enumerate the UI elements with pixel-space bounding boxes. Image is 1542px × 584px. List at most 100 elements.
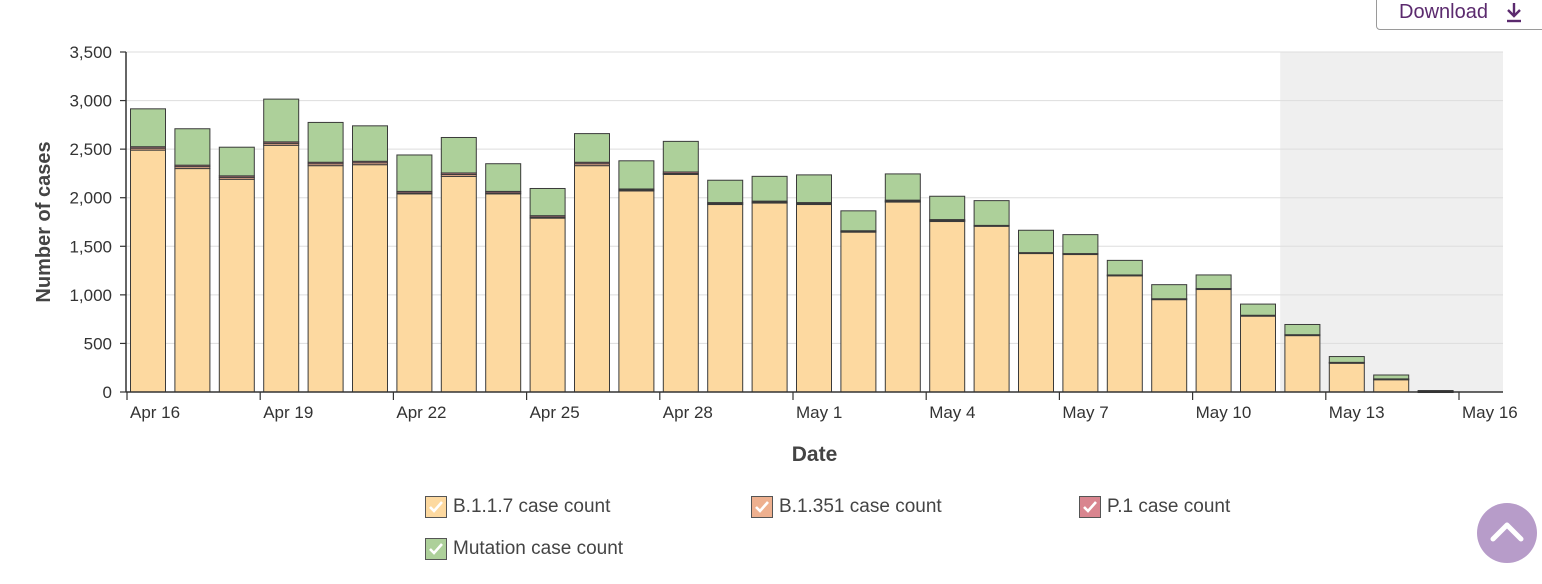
bar-b117 (1328, 362, 1365, 393)
bar-stack-apr-29 (707, 179, 744, 393)
bar-mutation (884, 173, 921, 201)
bar-b117 (1240, 315, 1276, 393)
bar-mutation (840, 210, 877, 232)
bar-stack-apr-23 (440, 136, 477, 393)
bar-mutation (618, 160, 655, 190)
bar-b117 (440, 175, 477, 393)
bar-stack-apr-22 (396, 154, 433, 393)
y-tick-label: 2,000 (69, 189, 112, 208)
bar-stack-apr-21 (352, 125, 388, 393)
x-tick-label: May 1 (796, 403, 842, 422)
x-tick-label: May 10 (1196, 403, 1252, 422)
bar-mutation (529, 187, 566, 217)
bar-b117 (529, 217, 566, 393)
bar-b117 (751, 202, 788, 393)
x-tick-label: Apr 16 (130, 403, 180, 422)
legend-item-mutation[interactable]: Mutation case count (425, 538, 623, 560)
bar-b117 (263, 144, 300, 393)
bar-b117 (1106, 274, 1143, 393)
legend-label: B.1.1.7 case count (453, 496, 611, 517)
bar-stack-may-8 (1106, 259, 1143, 393)
bar-b117 (973, 225, 1010, 393)
legend-label: Mutation case count (453, 538, 624, 559)
y-tick-label: 3,500 (69, 43, 112, 62)
bar-mutation (1151, 284, 1188, 300)
bar-b117 (1195, 288, 1232, 393)
bar-mutation (396, 154, 433, 192)
bar-b117 (1151, 298, 1188, 393)
bar-stack-may-6 (1018, 229, 1054, 393)
bar-stack-apr-26 (574, 133, 610, 393)
legend-check-icon (1079, 496, 1101, 518)
download-label: Download (1399, 0, 1488, 23)
bar-stack-may-13 (1328, 356, 1365, 393)
legend-label: B.1.351 case count (779, 496, 942, 517)
bar-mutation (1106, 259, 1143, 276)
bar-b117 (618, 190, 655, 393)
y-tick-label: 0 (103, 383, 112, 402)
bar-b117 (1062, 253, 1099, 393)
bar-b117 (174, 168, 211, 393)
bar-b117 (796, 203, 832, 393)
bar-b117 (662, 173, 699, 393)
chart-legend: B.1.1.7 case count B.1.351 case count P.… (425, 494, 1325, 584)
bar-mutation (796, 174, 832, 204)
download-button[interactable]: Download (1376, 0, 1542, 30)
bar-mutation (1240, 303, 1276, 316)
legend-item-p1[interactable]: P.1 case count (1079, 496, 1230, 518)
bar-mutation (263, 98, 300, 143)
bar-mutation (485, 163, 522, 192)
bar-mutation (574, 133, 610, 163)
bar-b117 (1284, 334, 1321, 393)
scroll-to-top-button[interactable] (1477, 503, 1537, 563)
x-axis-title: Date (792, 443, 838, 466)
bar-stack-may-11 (1240, 303, 1276, 393)
bar-b117 (485, 193, 522, 393)
bar-mutation (1284, 323, 1321, 336)
legend-item-b117[interactable]: B.1.1.7 case count (425, 496, 610, 518)
y-tick-label: 500 (84, 334, 112, 353)
bar-b117 (218, 178, 255, 393)
x-tick-label: Apr 22 (396, 403, 446, 422)
legend-item-b1351[interactable]: B.1.351 case count (751, 496, 942, 518)
bar-stack-may-4 (929, 195, 966, 393)
bar-stack-apr-24 (485, 163, 522, 393)
bar-stack-apr-16 (130, 108, 166, 393)
bar-b117 (307, 165, 344, 393)
bar-mutation (929, 195, 966, 221)
y-axis-title: Number of cases (33, 141, 55, 302)
bar-stack-apr-18 (218, 146, 255, 393)
bar-b117 (396, 193, 433, 393)
y-tick-label: 3,000 (69, 92, 112, 111)
bar-mutation (707, 179, 744, 204)
legend-check-icon (425, 538, 447, 560)
bar-stack-may-12 (1284, 323, 1321, 393)
bar-b117 (929, 220, 966, 393)
bar-stack-apr-27 (618, 160, 655, 393)
x-tick-label: Apr 28 (663, 403, 713, 422)
x-tick-label: May 4 (929, 403, 975, 422)
bar-stack-may-1 (796, 174, 832, 393)
x-tick-label: May 16 (1462, 403, 1518, 422)
y-tick-label: 2,500 (69, 140, 112, 159)
bar-mutation (352, 125, 388, 162)
bar-mutation (130, 108, 166, 148)
bar-mutation (307, 121, 344, 163)
bar-stack-apr-25 (529, 187, 566, 393)
bar-mutation (1328, 356, 1365, 363)
bar-b117 (574, 165, 610, 393)
bar-mutation (174, 128, 211, 166)
bar-mutation (440, 136, 477, 174)
bar-mutation (973, 200, 1010, 226)
x-tick-label: Apr 25 (530, 403, 580, 422)
chevron-up-icon (1490, 520, 1524, 547)
bar-mutation (1195, 274, 1232, 290)
x-tick-label: May 13 (1329, 403, 1385, 422)
legend-check-icon (751, 496, 773, 518)
bar-b117 (1018, 252, 1054, 393)
bar-b117 (130, 149, 166, 393)
y-tick-label: 1,500 (69, 237, 112, 256)
bar-b117 (352, 164, 388, 393)
bar-mutation (751, 175, 788, 202)
bar-stack-may-7 (1062, 234, 1099, 393)
